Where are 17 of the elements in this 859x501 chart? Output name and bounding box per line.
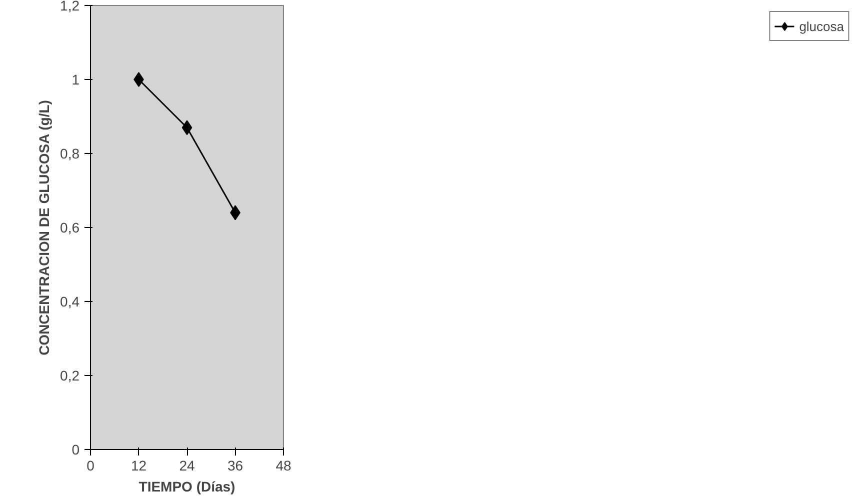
- y-tick-label: 0: [72, 442, 80, 458]
- x-axis-title: TIEMPO (Días): [138, 478, 236, 494]
- y-tick-label: 0,6: [60, 220, 80, 236]
- x-tick-label: 36: [227, 458, 244, 474]
- point: [134, 72, 144, 87]
- y-tick-label: 0,8: [60, 146, 80, 162]
- x-tick-label: 0: [86, 458, 95, 474]
- x-tick-label: 48: [276, 458, 292, 474]
- y-tick-label: 0,4: [60, 294, 80, 310]
- legend-label: glucosa: [799, 18, 844, 34]
- x-tick-label: 12: [130, 458, 147, 474]
- y-tick-label: 1,2: [60, 0, 80, 14]
- y-axis-title: CONCENTRACION DE GLUCOSA (g/L): [36, 100, 52, 356]
- x-tick-label: 24: [179, 458, 195, 474]
- y-tick-label: 0,2: [60, 368, 80, 384]
- point: [182, 120, 192, 136]
- y-tick-label: 1: [72, 72, 80, 88]
